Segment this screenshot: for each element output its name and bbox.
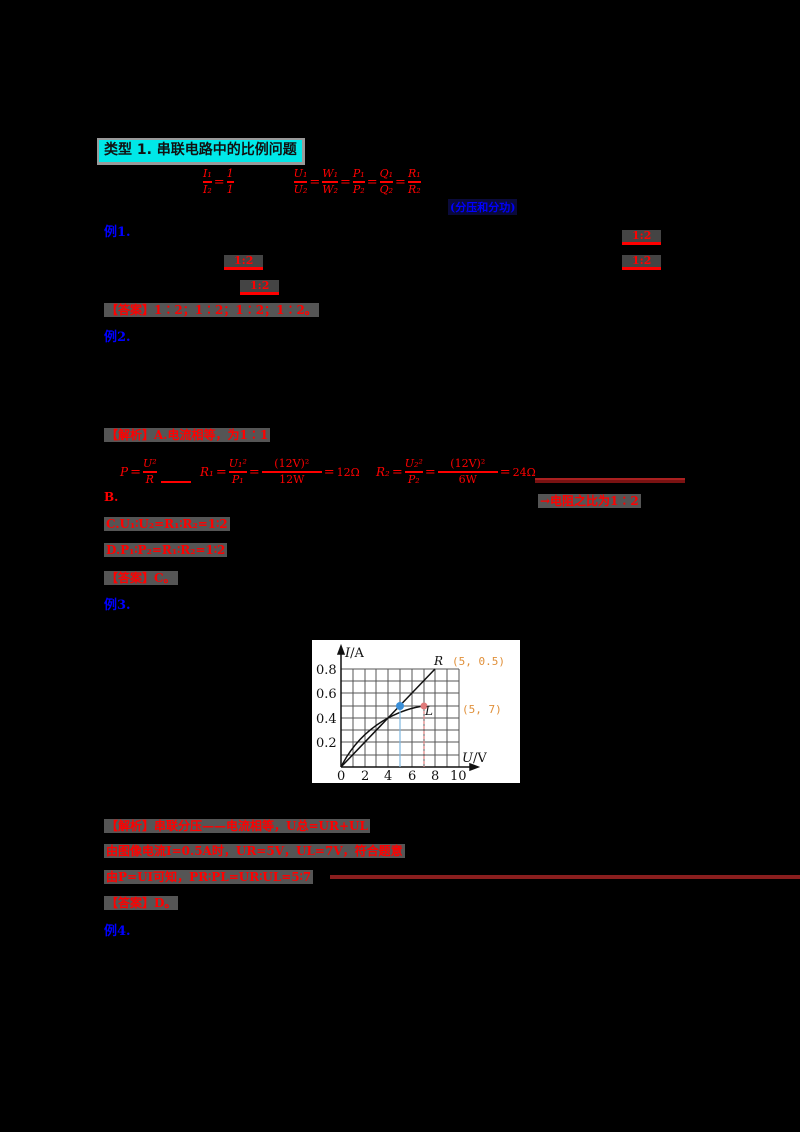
fraction-current: I₁ I₂ [203, 167, 212, 196]
svg-text:0.4: 0.4 [316, 712, 337, 727]
power-formula: P = U² R [120, 458, 191, 486]
svg-text:I/A: I/A [344, 646, 365, 661]
svg-text:0.6: 0.6 [316, 687, 337, 702]
r2-formula: R₂ = U₂² P₂ = (12V)² 6W = 24Ω [376, 457, 536, 486]
option-b-prefix: B. [104, 490, 119, 504]
option-d: D.P₁∶P₂=R₁∶R₂=1∶2 [104, 543, 228, 557]
example-3-label: 例3. [104, 598, 131, 613]
example-3-analysis-2: 由图像电流I=0.5A时，UR=5V，UL=7V，符合题意 [104, 844, 405, 858]
svg-text:0.8: 0.8 [316, 663, 337, 678]
fraction-power: P₁ P₂ [352, 167, 365, 196]
blank-1: 1:2 [622, 224, 662, 245]
r1-formula: R₁ = U₁² P₁ = (12V)² 12W = 12Ω [200, 457, 360, 486]
svg-text:0: 0 [337, 769, 345, 783]
example-3-analysis-1: 【解析】串联分压——电流相等，U总=UR+UL [104, 819, 370, 833]
fraction-work: W₁ W₂ [322, 167, 338, 196]
example-2-answer: 【答案】C。 [104, 571, 178, 585]
svg-text:R: R [433, 654, 443, 668]
example-2-analysis: 【解析】A.电流相等，为1∶1 [104, 428, 271, 442]
svg-text:0.2: 0.2 [316, 736, 337, 751]
svg-text:6: 6 [408, 769, 416, 783]
example-2-label: 例2. [104, 330, 131, 345]
formula-tag: (分压和分功) [448, 199, 518, 215]
example-3-answer: 【答案】D。 [104, 896, 179, 910]
example-1-label: 例1. [104, 225, 131, 240]
iu-graph: 0.8 0.6 0.4 0.2 0 2 4 6 8 10 I/A U/V R L (5, … [312, 640, 520, 784]
example-1-answer: 【答案】1∶2；1∶2；1∶2；1∶2。 [104, 303, 319, 317]
option-c: C.U₁∶U₂=R₁∶R₂=1∶2 [104, 517, 230, 531]
svg-text:L: L [424, 704, 433, 718]
svg-text:8: 8 [431, 769, 439, 783]
blank-2: 1:2 [622, 249, 662, 270]
iu-graph-svg: 0.8 0.6 0.4 0.2 0 2 4 6 8 10 I/A U/V R L (5, … [316, 643, 505, 784]
svg-text:2: 2 [361, 769, 369, 783]
fraction-resistance: R₁ R₂ [407, 167, 421, 196]
example-3-analysis-3: 由P=UI可知，PR∶PL=UR∶UL=5∶7 [104, 870, 314, 884]
svg-text:4: 4 [384, 769, 392, 783]
blank-3: 1:2 [224, 249, 264, 270]
fraction-voltage: U₁ U₂ [293, 167, 308, 196]
blank-4: 1:2 [240, 274, 280, 295]
resistance-ratio-note: →电阻之比为1∶2 [538, 494, 641, 508]
section-title: 类型 1. 串联电路中的比例问题 [97, 138, 305, 165]
fraction-heat: Q₁ Q₂ [379, 167, 394, 196]
svg-text:(5, 7): (5, 7) [462, 703, 502, 716]
svg-text:10: 10 [450, 769, 467, 783]
svg-text:U/V: U/V [462, 751, 487, 766]
example-4-label: 例4. [104, 924, 131, 939]
svg-text:(5, 0.5): (5, 0.5) [452, 655, 505, 668]
